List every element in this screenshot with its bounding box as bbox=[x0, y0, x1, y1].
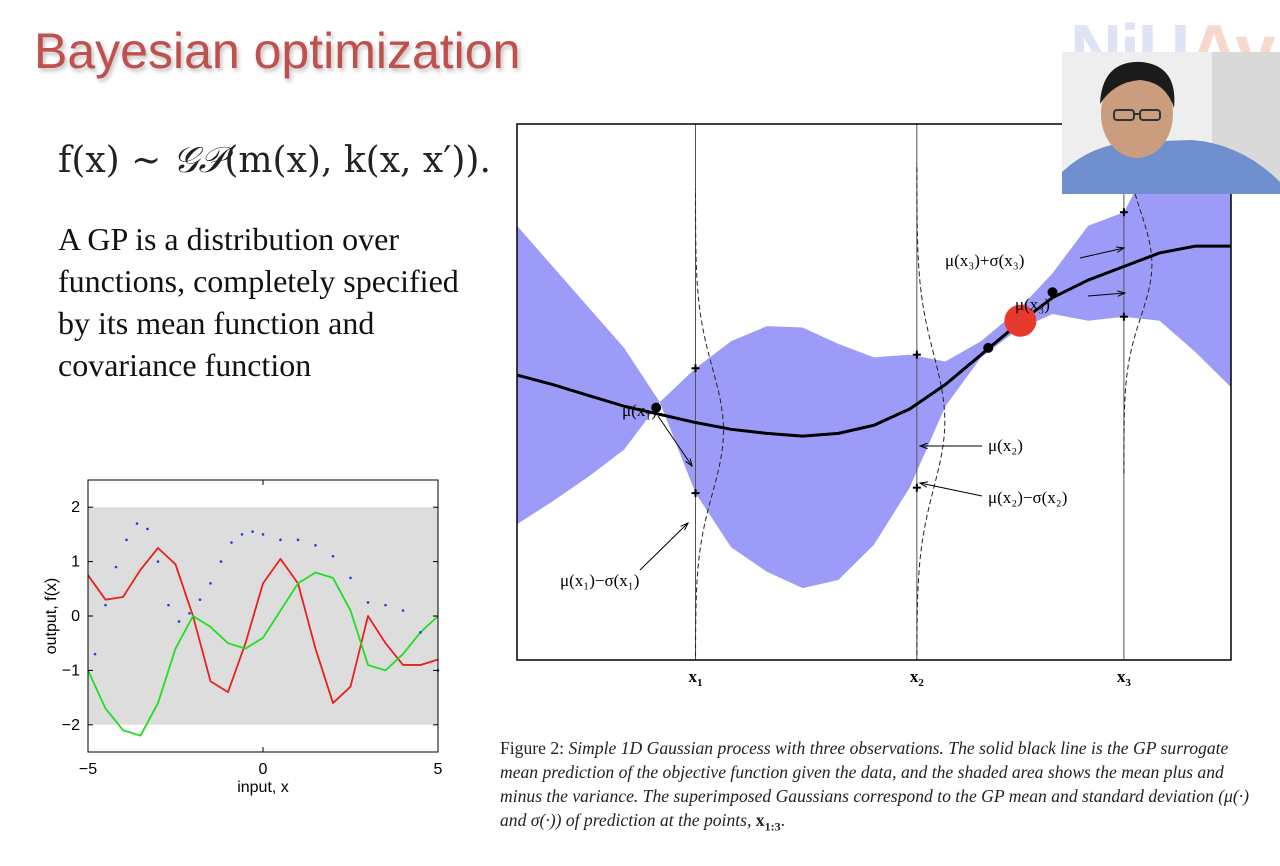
caption-end: . bbox=[780, 810, 785, 830]
sample-point bbox=[296, 538, 300, 542]
gaussian-curve bbox=[1123, 124, 1153, 474]
highlight-point bbox=[1004, 304, 1037, 337]
annotation-label: μ(x₃)+σ(x₃) bbox=[945, 251, 1024, 270]
sample-point bbox=[331, 554, 335, 558]
arrow-head bbox=[1116, 246, 1126, 253]
sample-point bbox=[261, 533, 265, 536]
sample-line-0 bbox=[87, 547, 439, 704]
y-tick-label: 2 bbox=[71, 499, 80, 516]
sample-point bbox=[279, 538, 282, 542]
variance-band bbox=[88, 507, 438, 725]
x-category-label: x3 bbox=[1117, 667, 1132, 689]
sample-point bbox=[219, 560, 223, 563]
y-tick-label: 1 bbox=[71, 554, 80, 571]
annotation-label: μ(x₃) bbox=[1015, 295, 1050, 314]
annotation-label: μ(x₂) bbox=[988, 436, 1023, 455]
sample-point bbox=[188, 611, 191, 615]
x-tick-label: 5 bbox=[434, 761, 443, 778]
plot-inner bbox=[517, 124, 1231, 660]
annotation-arrow bbox=[639, 522, 689, 571]
sample-point bbox=[251, 530, 254, 533]
gaussian-curve bbox=[916, 163, 946, 660]
sample-point bbox=[93, 652, 97, 656]
presenter-video-icon bbox=[1062, 52, 1280, 194]
annotation-label: μ(x₁)−σ(x₁) bbox=[560, 571, 639, 590]
data-marker bbox=[651, 402, 662, 413]
gp-posterior-plot: x1 x2 x3 μ(x₁) μ(x₁)−σ(x₁) μ(x₂) μ(x₂)−σ(x₂) μ(… bbox=[516, 123, 1232, 689]
y-axis-label: output, f(x) bbox=[43, 578, 60, 654]
y-tick-label: 0 bbox=[71, 608, 80, 625]
data-marker bbox=[983, 342, 994, 353]
caption-points: x1:3 bbox=[755, 810, 781, 834]
sample-point bbox=[349, 576, 352, 580]
x-category-label: x1 bbox=[689, 667, 703, 689]
x-category-label: x2 bbox=[910, 667, 925, 689]
gaussian-curve bbox=[695, 188, 725, 660]
annotation-label: μ(x₂)−σ(x₂) bbox=[988, 488, 1067, 507]
arrow-head bbox=[1117, 290, 1127, 297]
sample-line-1 bbox=[87, 571, 439, 737]
sample-point bbox=[114, 565, 118, 569]
sample-point bbox=[156, 560, 160, 563]
sample-point bbox=[104, 603, 107, 607]
y-tick-label: −1 bbox=[62, 662, 80, 679]
figure-caption: Figure 2: Simple 1D Gaussian process wit… bbox=[500, 736, 1260, 839]
arrow-head bbox=[918, 442, 928, 450]
arrow-head bbox=[918, 481, 928, 488]
sample-point bbox=[209, 582, 212, 585]
annotation-arrow bbox=[1087, 292, 1126, 297]
gp-formula: f(x) ~ 𝒢𝒫(m(x), k(x, x′)). bbox=[58, 140, 491, 182]
gp-definition-text: A GP is a distribution over functions, c… bbox=[58, 221, 459, 383]
annotation-arrow bbox=[919, 482, 983, 497]
arrow-head bbox=[680, 521, 690, 531]
x-axis-label: input, x bbox=[237, 779, 289, 796]
formula-lhs: f(x) ~ bbox=[58, 140, 173, 181]
x-tick-label: 0 bbox=[259, 761, 268, 778]
sample-point bbox=[135, 522, 139, 525]
plot-frame bbox=[516, 123, 1232, 661]
data-marker bbox=[1047, 287, 1058, 298]
sample-point bbox=[167, 603, 170, 607]
caption-text: Simple 1D Gaussian process with three ob… bbox=[500, 738, 1249, 830]
sample-point bbox=[314, 543, 317, 547]
gp-posterior-chart: x1 x2 x3 μ(x₁) μ(x₁)−σ(x₁) μ(x₂) μ(x₂)−σ(x₂) μ(… bbox=[516, 123, 1232, 689]
gp-samples-chart: −5 0 5 2 1 0 −1 −2 input, x output, f(x) bbox=[43, 479, 443, 796]
presenter-webcam bbox=[1062, 52, 1280, 194]
formula-gp: 𝒢𝒫 bbox=[172, 140, 225, 181]
annotation-label: μ(x₁) bbox=[622, 401, 657, 420]
caption-label: Figure 2: bbox=[500, 738, 565, 758]
gp-samples-plot: −5 0 5 2 1 0 −1 −2 input, x output, f(x) bbox=[43, 479, 443, 796]
y-tick-label: −2 bbox=[62, 717, 80, 734]
formula-rhs: (m(x), k(x, x′)). bbox=[224, 140, 491, 181]
annotation-arrow bbox=[1079, 247, 1125, 259]
sample-point bbox=[198, 598, 202, 601]
sample-point bbox=[240, 533, 244, 536]
sample-point bbox=[366, 601, 370, 604]
sample-point bbox=[177, 620, 181, 623]
slide-title: Bayesian optimization bbox=[34, 23, 521, 79]
arrow-head bbox=[685, 458, 693, 468]
sample-point bbox=[146, 527, 149, 531]
sample-point bbox=[419, 631, 422, 634]
sample-point bbox=[384, 603, 387, 607]
mean-line bbox=[517, 244, 1231, 438]
sample-point bbox=[230, 541, 233, 544]
annotation-arrow bbox=[657, 415, 693, 467]
x-tick-label: −5 bbox=[79, 761, 97, 778]
sample-point bbox=[125, 538, 128, 542]
sample-point bbox=[401, 609, 405, 612]
